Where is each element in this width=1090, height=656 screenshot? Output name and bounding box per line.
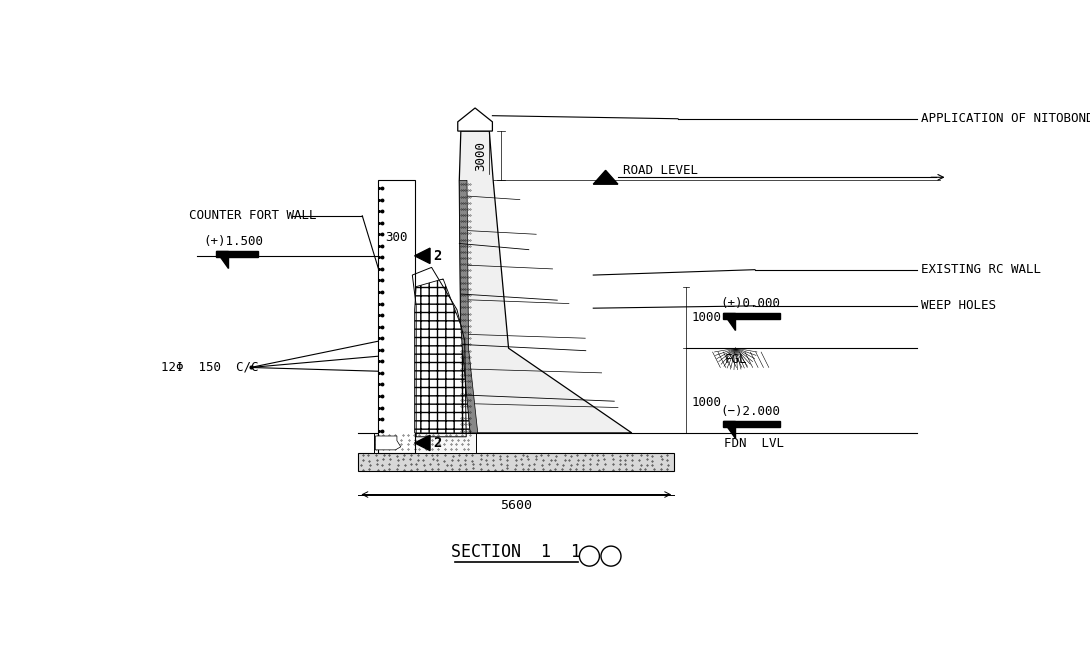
Polygon shape — [414, 279, 470, 433]
Text: EXISTING RC WALL: EXISTING RC WALL — [921, 263, 1041, 276]
Text: (±)0.000: (±)0.000 — [720, 297, 780, 310]
Bar — [374, 433, 476, 453]
Text: SECTION  1  1: SECTION 1 1 — [451, 543, 581, 562]
Text: ROAD LEVEL: ROAD LEVEL — [622, 164, 698, 177]
Polygon shape — [459, 131, 632, 433]
Polygon shape — [375, 436, 401, 450]
Polygon shape — [723, 420, 735, 438]
Text: COUNTER FORT WALL: COUNTER FORT WALL — [189, 209, 316, 222]
Text: APPLICATION OF NITOBOND EP: APPLICATION OF NITOBOND EP — [921, 112, 1090, 125]
Text: 1000: 1000 — [692, 311, 722, 324]
Text: 5600: 5600 — [500, 499, 532, 512]
Text: FGL: FGL — [724, 352, 747, 365]
Polygon shape — [414, 435, 431, 451]
Polygon shape — [414, 248, 431, 264]
Text: 2: 2 — [433, 436, 441, 450]
Polygon shape — [458, 108, 493, 131]
Text: FDN  LVL: FDN LVL — [724, 437, 784, 450]
Polygon shape — [216, 251, 228, 268]
Bar — [216, 251, 258, 257]
Text: (−)2.000: (−)2.000 — [720, 405, 780, 418]
Text: 300: 300 — [385, 231, 408, 244]
Bar — [359, 453, 674, 472]
Bar — [723, 420, 780, 427]
Polygon shape — [593, 171, 618, 184]
Bar — [723, 313, 780, 319]
Text: (+)1.500: (+)1.500 — [203, 236, 263, 249]
Bar — [377, 180, 414, 453]
Text: 2: 2 — [433, 249, 441, 263]
Text: 3000: 3000 — [474, 141, 487, 171]
Polygon shape — [459, 180, 477, 433]
Text: 12Φ  150  C/C: 12Φ 150 C/C — [160, 361, 258, 374]
Polygon shape — [723, 313, 735, 330]
Text: 1000: 1000 — [692, 396, 722, 409]
Text: WEEP HOLES: WEEP HOLES — [921, 299, 995, 312]
